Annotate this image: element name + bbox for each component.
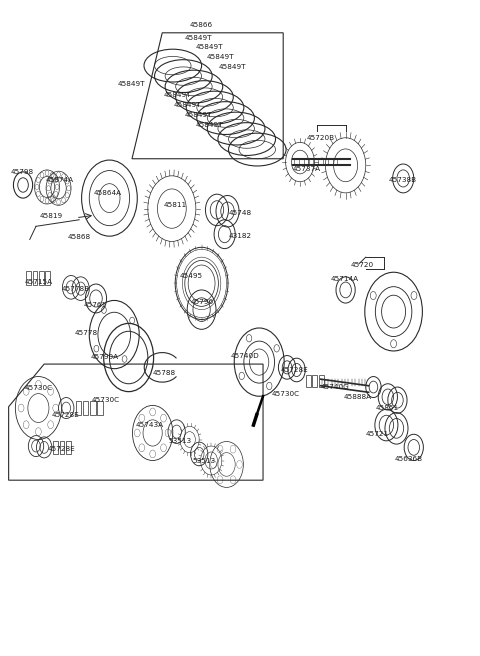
Text: 45796: 45796 [191,298,214,305]
Text: 45778: 45778 [74,330,97,337]
Text: 45714A: 45714A [330,276,359,283]
Bar [53,441,58,454]
Text: 45849T: 45849T [218,64,246,70]
Text: 45730C: 45730C [271,390,300,397]
Bar [26,271,31,285]
Text: 45728E: 45728E [52,411,80,418]
Text: 45849T: 45849T [196,44,223,51]
Bar [60,441,64,454]
Text: 45798: 45798 [11,169,34,175]
Text: 45819: 45819 [39,213,62,220]
Bar [312,375,317,387]
Text: 45788: 45788 [153,369,176,376]
Text: 45743A: 45743A [135,422,164,428]
Bar [45,271,50,285]
Bar [97,401,103,415]
Text: 45730C: 45730C [25,385,53,392]
Bar [66,441,71,454]
Bar [83,401,88,415]
Text: 53513: 53513 [169,438,192,444]
Text: 45866: 45866 [190,22,213,28]
Text: 45728E: 45728E [48,446,76,453]
Text: 45849T: 45849T [196,121,223,128]
Text: 45888A: 45888A [343,394,372,400]
Text: 45715A: 45715A [25,279,53,285]
Text: 45868: 45868 [67,234,90,241]
Text: 45849T: 45849T [185,112,212,118]
Text: 45748: 45748 [228,209,252,216]
Text: 45740D: 45740D [230,352,259,359]
Text: 45720B: 45720B [306,134,335,141]
Bar [76,401,81,415]
Text: 45636B: 45636B [395,456,423,462]
Text: 45874A: 45874A [46,176,74,183]
Text: 45737A: 45737A [293,166,321,173]
Bar [306,375,311,387]
Text: 45721: 45721 [366,431,389,438]
Text: 45761: 45761 [84,302,107,308]
Text: 45740G: 45740G [321,384,349,390]
Text: 45849T: 45849T [185,35,212,41]
Text: 45811: 45811 [163,201,186,208]
Text: 45849T: 45849T [206,54,234,60]
Bar [33,271,37,285]
Text: 45790A: 45790A [90,354,119,360]
Text: 45849T: 45849T [174,102,201,108]
Text: 45720: 45720 [350,262,373,268]
Text: 45778B: 45778B [61,286,90,293]
Text: 43182: 43182 [228,233,252,239]
Text: 45849T: 45849T [118,81,145,87]
Text: 45849T: 45849T [163,92,191,98]
Text: 45851: 45851 [375,405,398,411]
Text: 45728E: 45728E [281,367,309,373]
Text: 45730C: 45730C [91,397,120,403]
Text: 53513: 53513 [193,457,216,464]
Bar [319,375,324,387]
Bar [90,401,96,415]
Bar [39,271,44,285]
Text: 45738B: 45738B [389,176,417,183]
Text: 45864A: 45864A [94,190,122,196]
Text: 45495: 45495 [180,272,203,279]
